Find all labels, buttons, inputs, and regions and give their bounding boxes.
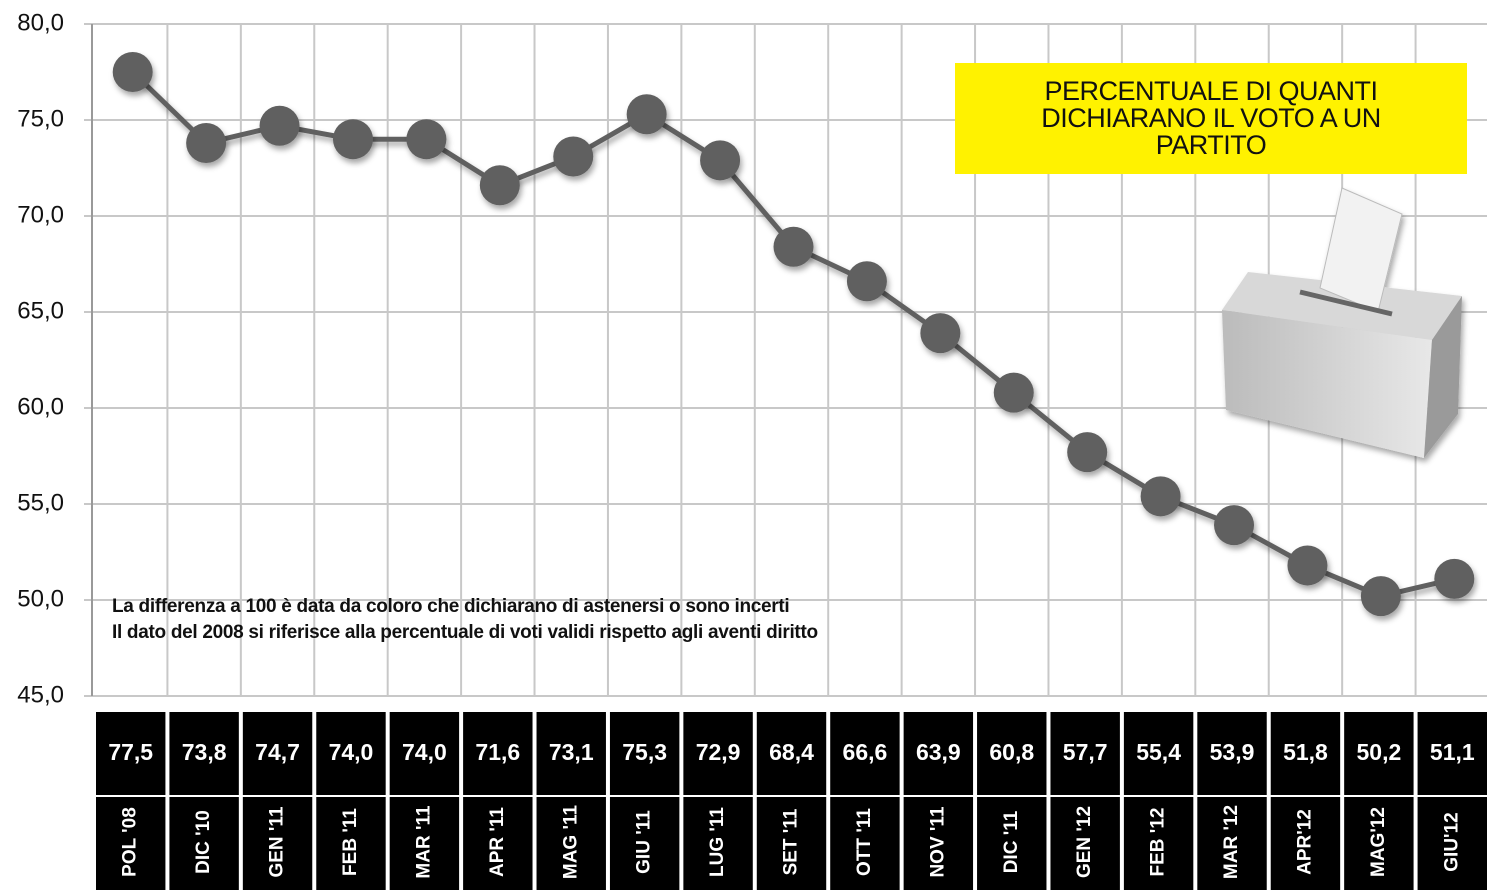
marker [920,313,960,353]
y-tick-label: 50,0 [17,585,64,612]
value-label: 57,7 [1063,739,1108,765]
marker [700,140,740,180]
value-label: 77,5 [108,739,153,765]
marker [1361,576,1401,616]
marker [847,261,887,301]
x-tick-label: GEN '11 [267,806,288,877]
x-tick-label: FEB '11 [340,808,361,876]
x-tick-label: SET '11 [781,808,802,875]
value-label: 74,7 [255,739,300,765]
marker [994,373,1034,413]
marker [1141,476,1181,516]
marker [553,136,593,176]
plot: 77,5 POL '08 73,8 DIC '10 74,7 GEN '11 74,0 FEB… [96,52,1487,890]
y-tick-label: 75,0 [17,105,64,132]
value-label: 74,0 [329,739,374,765]
value-label: 53,9 [1210,739,1255,765]
ballot-box [1222,188,1462,458]
x-tick-label: OTT '11 [854,808,875,876]
value-label: 50,2 [1356,739,1401,765]
marker [1287,545,1327,585]
y-tick-label: 45,0 [17,681,64,708]
marker [1067,432,1107,472]
page: 45,0 50,0 55,0 60,0 65,0 70,0 75,0 80,0 77,5 POL… [0,0,1487,890]
value-label: 63,9 [916,739,961,765]
value-label: 71,6 [475,739,520,765]
marker [406,119,446,159]
note: La differenza a 100 è data da coloro che… [112,594,818,620]
value-label: 74,0 [402,739,447,765]
y-tick-label: 60,0 [17,393,64,420]
marker [627,94,667,134]
value-label: 55,4 [1136,739,1181,765]
value-label: 75,3 [622,739,667,765]
x-tick-label: POL '08 [120,807,141,877]
y-tick-label: 80,0 [17,9,64,36]
value-label: 66,6 [843,739,888,765]
chart-title: PERCENTUALE DI QUANTI DICHIARANO IL VOTO… [955,63,1467,174]
x-tick-label: APR'12 [1294,809,1315,875]
value-label: 51,8 [1283,739,1328,765]
value-label: 73,8 [182,739,227,765]
x-tick-label: LUG '11 [707,807,728,877]
x-tick-label: NOV '11 [927,806,948,877]
note: Il dato del 2008 si riferisce alla perce… [112,620,818,646]
x-tick-label: DIC '10 [193,810,214,874]
x-tick-label: MAG'12 [1368,807,1389,877]
value-label: 60,8 [989,739,1034,765]
x-tick-label: GEN '12 [1074,806,1095,878]
x-tick-label: MAR '12 [1221,805,1242,879]
value-label: 51,1 [1430,739,1475,765]
marker [260,106,300,146]
notes: La differenza a 100 è data da coloro che… [112,594,818,646]
marker [480,165,520,205]
marker [774,227,814,267]
marker [186,123,226,163]
x-tick-label: MAR '11 [413,805,434,879]
marker [113,52,153,92]
value-label: 72,9 [696,739,741,765]
value-label: 73,1 [549,739,594,765]
x-tick-label: APR '11 [487,807,508,877]
y-tick-label: 70,0 [17,201,64,228]
value-label: 68,4 [769,739,814,765]
x-tick-label: GIU'12 [1441,812,1462,871]
x-tick-label: FEB '12 [1148,808,1169,877]
y-tick-label: 65,0 [17,297,64,324]
x-tick-label: GIU '11 [634,810,655,874]
marker [1214,505,1254,545]
x-tick-label: DIC '11 [1001,810,1022,873]
y-tick-label: 55,0 [17,489,64,516]
x-tick-label: MAG '11 [560,804,581,879]
marker [1434,559,1474,599]
marker [333,119,373,159]
